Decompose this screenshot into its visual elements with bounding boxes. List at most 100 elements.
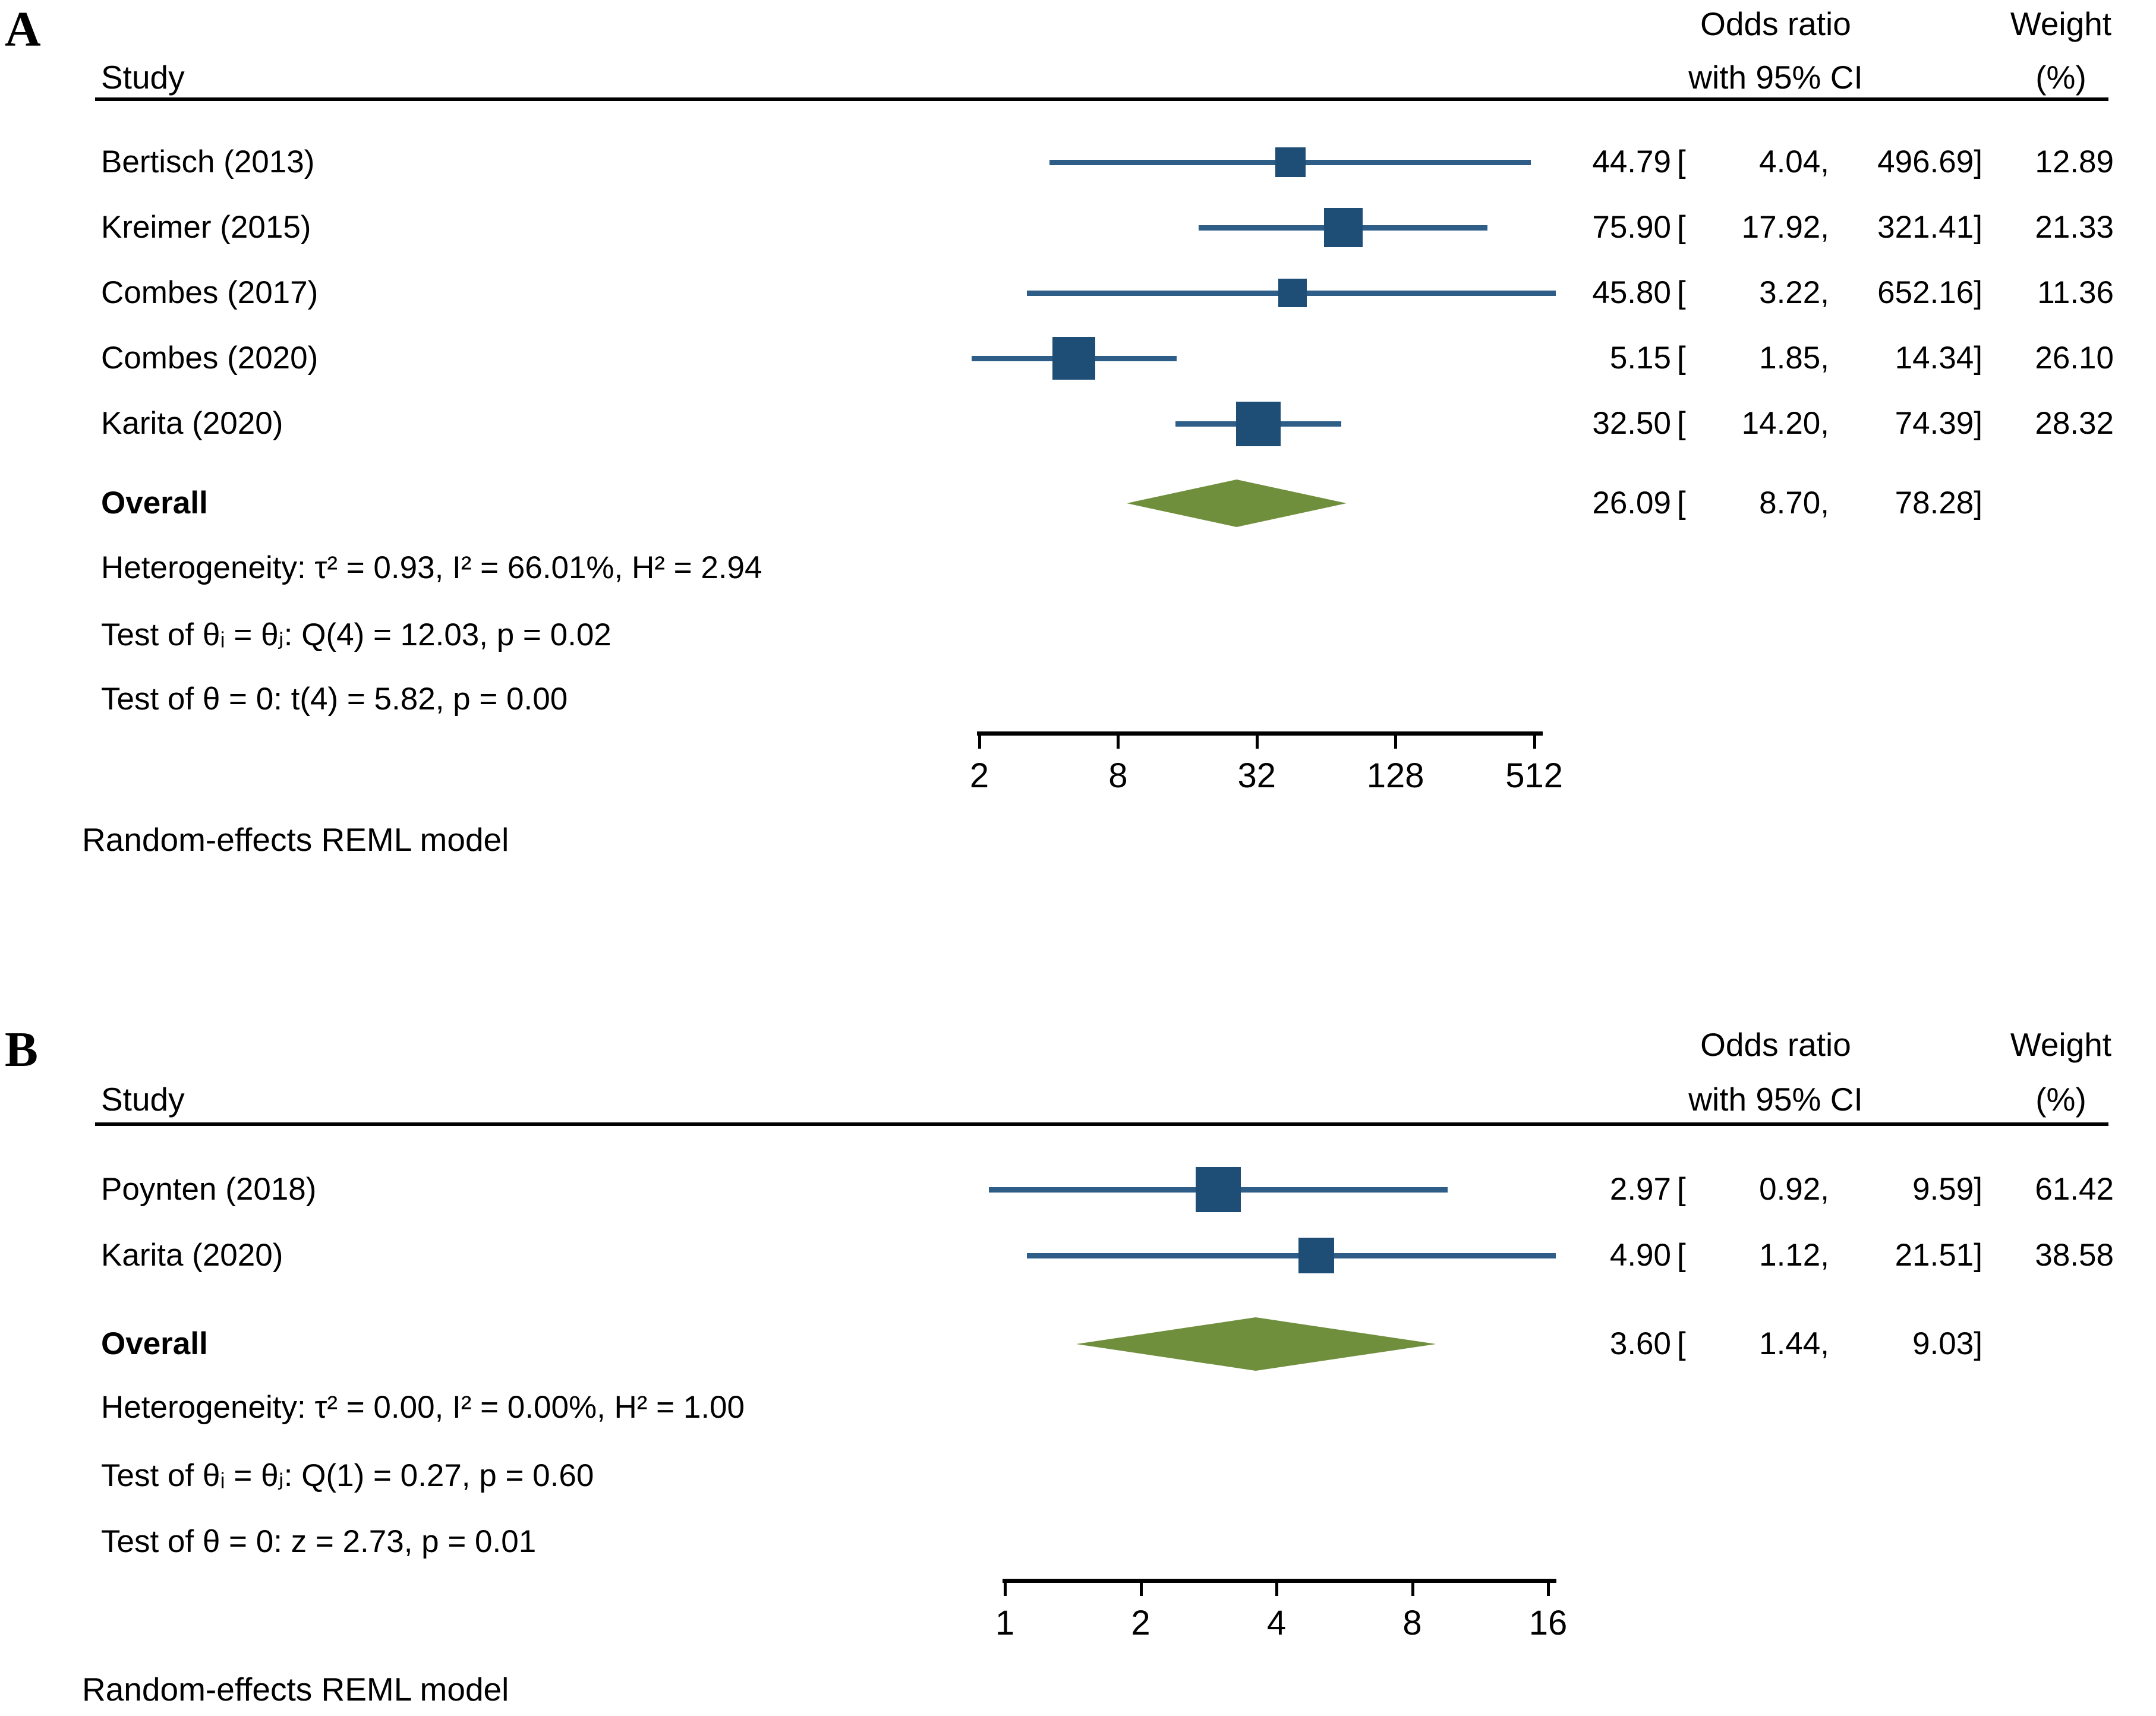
or-square (1323, 208, 1363, 247)
column-header-ci: with 95% CI (1688, 1081, 1863, 1118)
study-label: Karita (2020) (101, 406, 283, 441)
weight-value: 28.32 (2035, 406, 2114, 441)
ci-high-value: 9.59] (1912, 1172, 1982, 1207)
column-header-weight-pct: (%) (2035, 1081, 2086, 1118)
or-value: 44.79 (1592, 144, 1671, 179)
ci-low-value: 1.12, (1759, 1238, 1829, 1273)
theta-test-stat: Test of θ = 0: z = 2.73, p = 0.01 (101, 1524, 537, 1559)
ci-low-value: 4.04, (1759, 144, 1829, 179)
ci-open-bracket: [ (1677, 340, 1686, 376)
x-axis-tick-label: 32 (1237, 756, 1276, 795)
or-square (1195, 1167, 1241, 1212)
ci-open-bracket: [ (1677, 144, 1686, 179)
x-axis-tick (1411, 1581, 1414, 1596)
x-axis-tick-label: 2 (969, 756, 989, 795)
ci-open-bracket: [ (1677, 1238, 1686, 1273)
column-header-weight: Weight (2010, 1026, 2112, 1063)
header-rule (95, 1122, 2108, 1126)
ci-open-bracket: [ (1677, 1326, 1686, 1361)
column-header-study: Study (101, 1081, 185, 1118)
x-axis-tick (1117, 733, 1120, 749)
ci-high-value: 21.51] (1895, 1238, 1982, 1273)
study-label: Karita (2020) (101, 1238, 283, 1273)
ci-line (1027, 1253, 1556, 1258)
x-axis-tick (1547, 1581, 1550, 1596)
weight-value: 26.10 (2035, 340, 2114, 376)
x-axis-tick (1533, 733, 1536, 749)
x-axis-line (1003, 1579, 1556, 1583)
or-square (1235, 401, 1281, 446)
ci-open-bracket: [ (1677, 1172, 1686, 1207)
weight-value: 21.33 (2035, 210, 2114, 245)
x-axis-tick-label: 512 (1505, 756, 1563, 795)
weight-value: 38.58 (2035, 1238, 2114, 1273)
column-header-odds-ratio: Odds ratio (1700, 1026, 1851, 1063)
or-value: 26.09 (1592, 485, 1671, 521)
x-axis-tick (1004, 1581, 1007, 1596)
ci-high-value: 78.28] (1895, 485, 1982, 521)
weight-value: 61.42 (2035, 1172, 2114, 1207)
x-axis-tick-label: 8 (1108, 756, 1128, 795)
x-axis-tick (1394, 733, 1398, 749)
x-axis-tick (1275, 1581, 1278, 1596)
study-label: Poynten (2018) (101, 1172, 317, 1207)
or-value: 5.15 (1609, 340, 1671, 376)
header-rule (95, 97, 2108, 101)
or-value: 3.60 (1609, 1326, 1671, 1361)
ci-high-value: 74.39] (1895, 406, 1982, 441)
ci-low-value: 14.20, (1741, 406, 1829, 441)
heterogeneity-stat: Heterogeneity: τ² = 0.00, I² = 0.00%, H²… (101, 1390, 745, 1425)
ci-open-bracket: [ (1677, 406, 1686, 441)
or-value: 2.97 (1609, 1172, 1671, 1207)
q-test-stat: Test of θᵢ = θⱼ: Q(1) = 0.27, p = 0.60 (101, 1458, 594, 1493)
x-axis-tick-label: 2 (1131, 1604, 1151, 1642)
or-value: 32.50 (1592, 406, 1671, 441)
ci-high-value: 14.34] (1895, 340, 1982, 376)
study-label: Bertisch (2013) (101, 144, 315, 179)
or-value: 75.90 (1592, 210, 1671, 245)
panel-a-label: A (5, 2, 41, 57)
weight-value: 11.36 (2037, 275, 2114, 310)
study-label: Combes (2017) (101, 275, 319, 310)
x-axis-tick-label: 4 (1266, 1604, 1287, 1642)
study-label: Combes (2020) (101, 340, 319, 376)
panel-b-label: B (5, 1022, 39, 1077)
overall-diamond (1076, 1317, 1436, 1371)
ci-open-bracket: [ (1677, 210, 1686, 245)
study-label: Kreimer (2015) (101, 210, 311, 245)
ci-low-value: 8.70, (1759, 485, 1829, 521)
ci-high-value: 652.16] (1877, 275, 1982, 310)
column-header-weight: Weight (2010, 5, 2112, 42)
overall-label: Overall (101, 1326, 208, 1361)
model-note: Random-effects REML model (82, 821, 509, 858)
x-axis-tick-label: 8 (1402, 1604, 1422, 1642)
or-value: 4.90 (1609, 1238, 1671, 1273)
overall-label: Overall (101, 485, 208, 521)
x-axis-line (977, 731, 1543, 736)
overall-diamond (1126, 480, 1347, 527)
x-axis-tick-label: 16 (1528, 1604, 1568, 1642)
ci-high-value: 496.69] (1877, 144, 1982, 179)
x-axis-tick (978, 733, 981, 749)
ci-open-bracket: [ (1677, 485, 1686, 521)
weight-value: 12.89 (2035, 144, 2114, 179)
ci-low-value: 1.44, (1759, 1326, 1829, 1361)
ci-high-value: 9.03] (1912, 1326, 1982, 1361)
x-axis-tick (1139, 1581, 1143, 1596)
column-header-ci: with 95% CI (1688, 59, 1863, 96)
theta-test-stat: Test of θ = 0: t(4) = 5.82, p = 0.00 (101, 682, 568, 717)
ci-low-value: 3.22, (1759, 275, 1829, 310)
or-square (1052, 336, 1096, 380)
or-square (1275, 147, 1306, 178)
ci-high-value: 321.41] (1877, 210, 1982, 245)
column-header-study: Study (101, 59, 185, 96)
or-value: 45.80 (1592, 275, 1671, 310)
x-axis-tick (1255, 733, 1259, 749)
model-note: Random-effects REML model (82, 1671, 509, 1708)
ci-open-bracket: [ (1677, 275, 1686, 310)
x-axis-tick-label: 1 (995, 1604, 1015, 1642)
or-square (1278, 279, 1307, 307)
ci-low-value: 17.92, (1741, 210, 1829, 245)
column-header-weight-pct: (%) (2035, 59, 2086, 96)
